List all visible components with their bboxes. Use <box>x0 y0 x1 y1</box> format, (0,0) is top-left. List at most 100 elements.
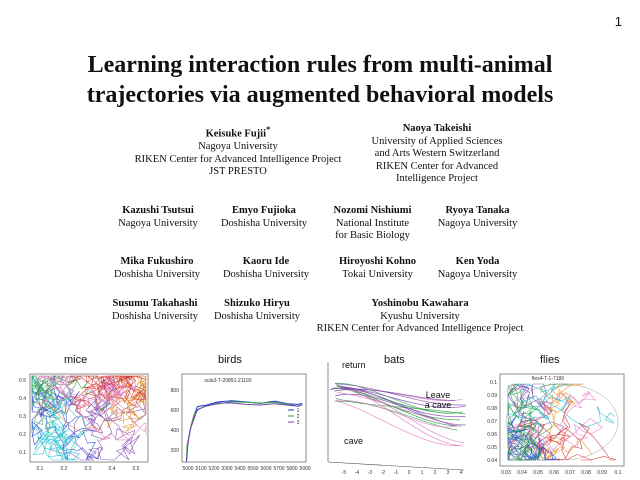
birds-legend-label: 2 <box>297 414 300 420</box>
mice-trajectory-plot: 0.1 0.2 0.3 0.4 0.5 0.5 0.4 0.3 0.2 0.1 <box>19 373 149 472</box>
birds-x-tick: 5400 <box>234 466 245 472</box>
flies-x-tick: 0.03 <box>501 470 511 476</box>
bats-x-tick: 1 <box>421 470 424 476</box>
mice-label: mice <box>64 354 88 366</box>
flies-y-tick: 0.05 <box>487 445 497 451</box>
author-12: Shizuko Hiryu Doshisha University <box>213 298 301 322</box>
flies-x-tick: 0.07 <box>565 470 575 476</box>
bats-x-axis <box>327 461 465 471</box>
mice-trajectory <box>31 375 111 435</box>
bats-x-tick: 4 <box>460 470 463 476</box>
mice-x-tick: 0.3 <box>85 466 92 472</box>
birds-y-tick: 800 <box>171 388 180 394</box>
birds-trajectory <box>186 400 303 462</box>
mice-trajectory <box>68 375 147 415</box>
flies-y-tick: 0.08 <box>487 406 497 412</box>
birds-x-tick: 5700 <box>273 466 284 472</box>
mice-y-tick: 0.2 <box>19 432 26 438</box>
author-7: Mika Fukushiro Doshisha University <box>113 256 201 280</box>
bats-label: bats <box>384 354 405 366</box>
bats-x-tick: 2 <box>434 470 437 476</box>
bats-trajectory <box>339 389 464 447</box>
author-11: Susumu Takahashi Doshisha University <box>111 298 199 322</box>
mice-trajectory <box>36 375 147 442</box>
birds-x-tick: 5600 <box>260 466 271 472</box>
birds-x-tick: 5200 <box>208 466 219 472</box>
mice-plot-frame <box>29 373 149 463</box>
birds-x-tick: 5000 <box>182 466 193 472</box>
bats-leave-label-2: a cave <box>425 400 452 410</box>
bats-trajectory <box>334 400 458 431</box>
flies-y-tick: 0.04 <box>487 458 497 464</box>
birds-y-tick: 600 <box>171 408 180 414</box>
bats-x-tick: -5 <box>342 470 347 476</box>
flies-x-tick: 0.05 <box>533 470 543 476</box>
mice-y-tick: 0.5 <box>19 378 26 384</box>
bats-trajectory <box>333 388 456 401</box>
flies-x-tick: 0.1 <box>615 470 622 476</box>
flies-y-tick: 0.07 <box>487 419 497 425</box>
mice-y-tick: 0.1 <box>19 450 26 456</box>
birds-plot-frame <box>181 373 307 463</box>
paper-title: Learning interaction rules from multi-an… <box>0 50 640 110</box>
bats-leave-label: Leave <box>426 390 451 400</box>
birds-x-tick: 5100 <box>195 466 206 472</box>
author-2: Naoya Takeishi University of Applied Sci… <box>371 123 503 184</box>
bats-x-tick: -4 <box>355 470 360 476</box>
flies-y-tick: 0.09 <box>487 393 497 399</box>
author-10: Ken Yoda Nagoya University <box>437 256 518 280</box>
bats-x-tick: -1 <box>394 470 399 476</box>
flies-trajectory-plot: fles4-T-1-7186 0.03 0.04 0.05 0.06 0.07 0.08 0.… <box>487 373 625 476</box>
author-8: Kaoru Ide Doshisha University <box>222 256 310 280</box>
title-line-1: Learning interaction rules from multi-an… <box>87 52 553 78</box>
mice-y-tick: 0.3 <box>19 414 26 420</box>
flies-trajectory <box>507 383 542 461</box>
bats-x-tick: 0 <box>408 470 411 476</box>
flies-y-tick: 0.1 <box>490 380 497 386</box>
page-number: 1 <box>614 14 622 29</box>
flies-subtitle: fles4-T-1-7186 <box>532 376 564 382</box>
figure-panel-bats: bats return Leave a cave cave -5 -4 -3 -2 -1 0 1 2 3… <box>314 352 474 480</box>
birds-legend-label: 1 <box>297 408 300 414</box>
mice-x-tick: 0.1 <box>37 466 44 472</box>
bats-trajectory <box>339 387 466 408</box>
flies-trajectory <box>519 401 617 461</box>
bats-x-tick: 3 <box>447 470 450 476</box>
birds-x-tick: 5500 <box>247 466 258 472</box>
bats-trajectory <box>335 399 455 428</box>
flies-label: flies <box>540 354 560 366</box>
flies-plot-frame <box>499 373 625 467</box>
flies-y-tick: 0.06 <box>487 432 497 438</box>
birds-trajectory <box>186 402 303 462</box>
mice-x-tick: 0.2 <box>61 466 68 472</box>
flies-x-tick: 0.06 <box>549 470 559 476</box>
flies-trajectory <box>507 390 603 461</box>
author-3: Kazushi Tsutsui Nagoya University <box>118 205 198 229</box>
bats-cave-label: cave <box>344 436 363 446</box>
birds-x-tick: 5800 <box>286 466 297 472</box>
birds-subtitle: sula3-T-20891-21193 <box>204 378 251 384</box>
mice-trajectory <box>31 375 86 461</box>
mice-y-tick: 0.4 <box>19 396 26 402</box>
author-1: Keisuke Fujii* Nagoya University RIKEN C… <box>134 124 342 177</box>
bats-x-tick: -2 <box>381 470 386 476</box>
figure-panel-birds: birds sula3-T-20891-21193 1 2 3 5000 5100 5200… <box>162 352 312 480</box>
birds-y-tick: 400 <box>171 428 180 434</box>
birds-x-tick: 5300 <box>221 466 232 472</box>
mice-x-tick: 0.4 <box>109 466 116 472</box>
mice-x-tick: 0.5 <box>133 466 140 472</box>
birds-trajectory <box>186 401 303 461</box>
birds-x-tick: 5900 <box>299 466 310 472</box>
figure-panel-flies: flies fles4-T-1-7186 0.03 0.04 0.05 0.06 0.07… <box>478 352 634 480</box>
bats-trajectory <box>335 397 466 415</box>
bats-x-tick: -3 <box>368 470 373 476</box>
bats-return-label: return <box>342 360 366 370</box>
flies-x-tick: 0.08 <box>581 470 591 476</box>
birds-trajectory-plot: sula3-T-20891-21193 123 5000 5100 5200 5300 54… <box>171 373 311 472</box>
flies-x-tick: 0.04 <box>517 470 527 476</box>
author-6: Ryoya Tanaka Nagoya University <box>437 205 518 229</box>
author-13: Yoshinobu Kawahara Kyushu University RIK… <box>316 298 524 334</box>
birds-y-tick: 200 <box>171 448 180 454</box>
flies-trajectory <box>507 383 615 441</box>
